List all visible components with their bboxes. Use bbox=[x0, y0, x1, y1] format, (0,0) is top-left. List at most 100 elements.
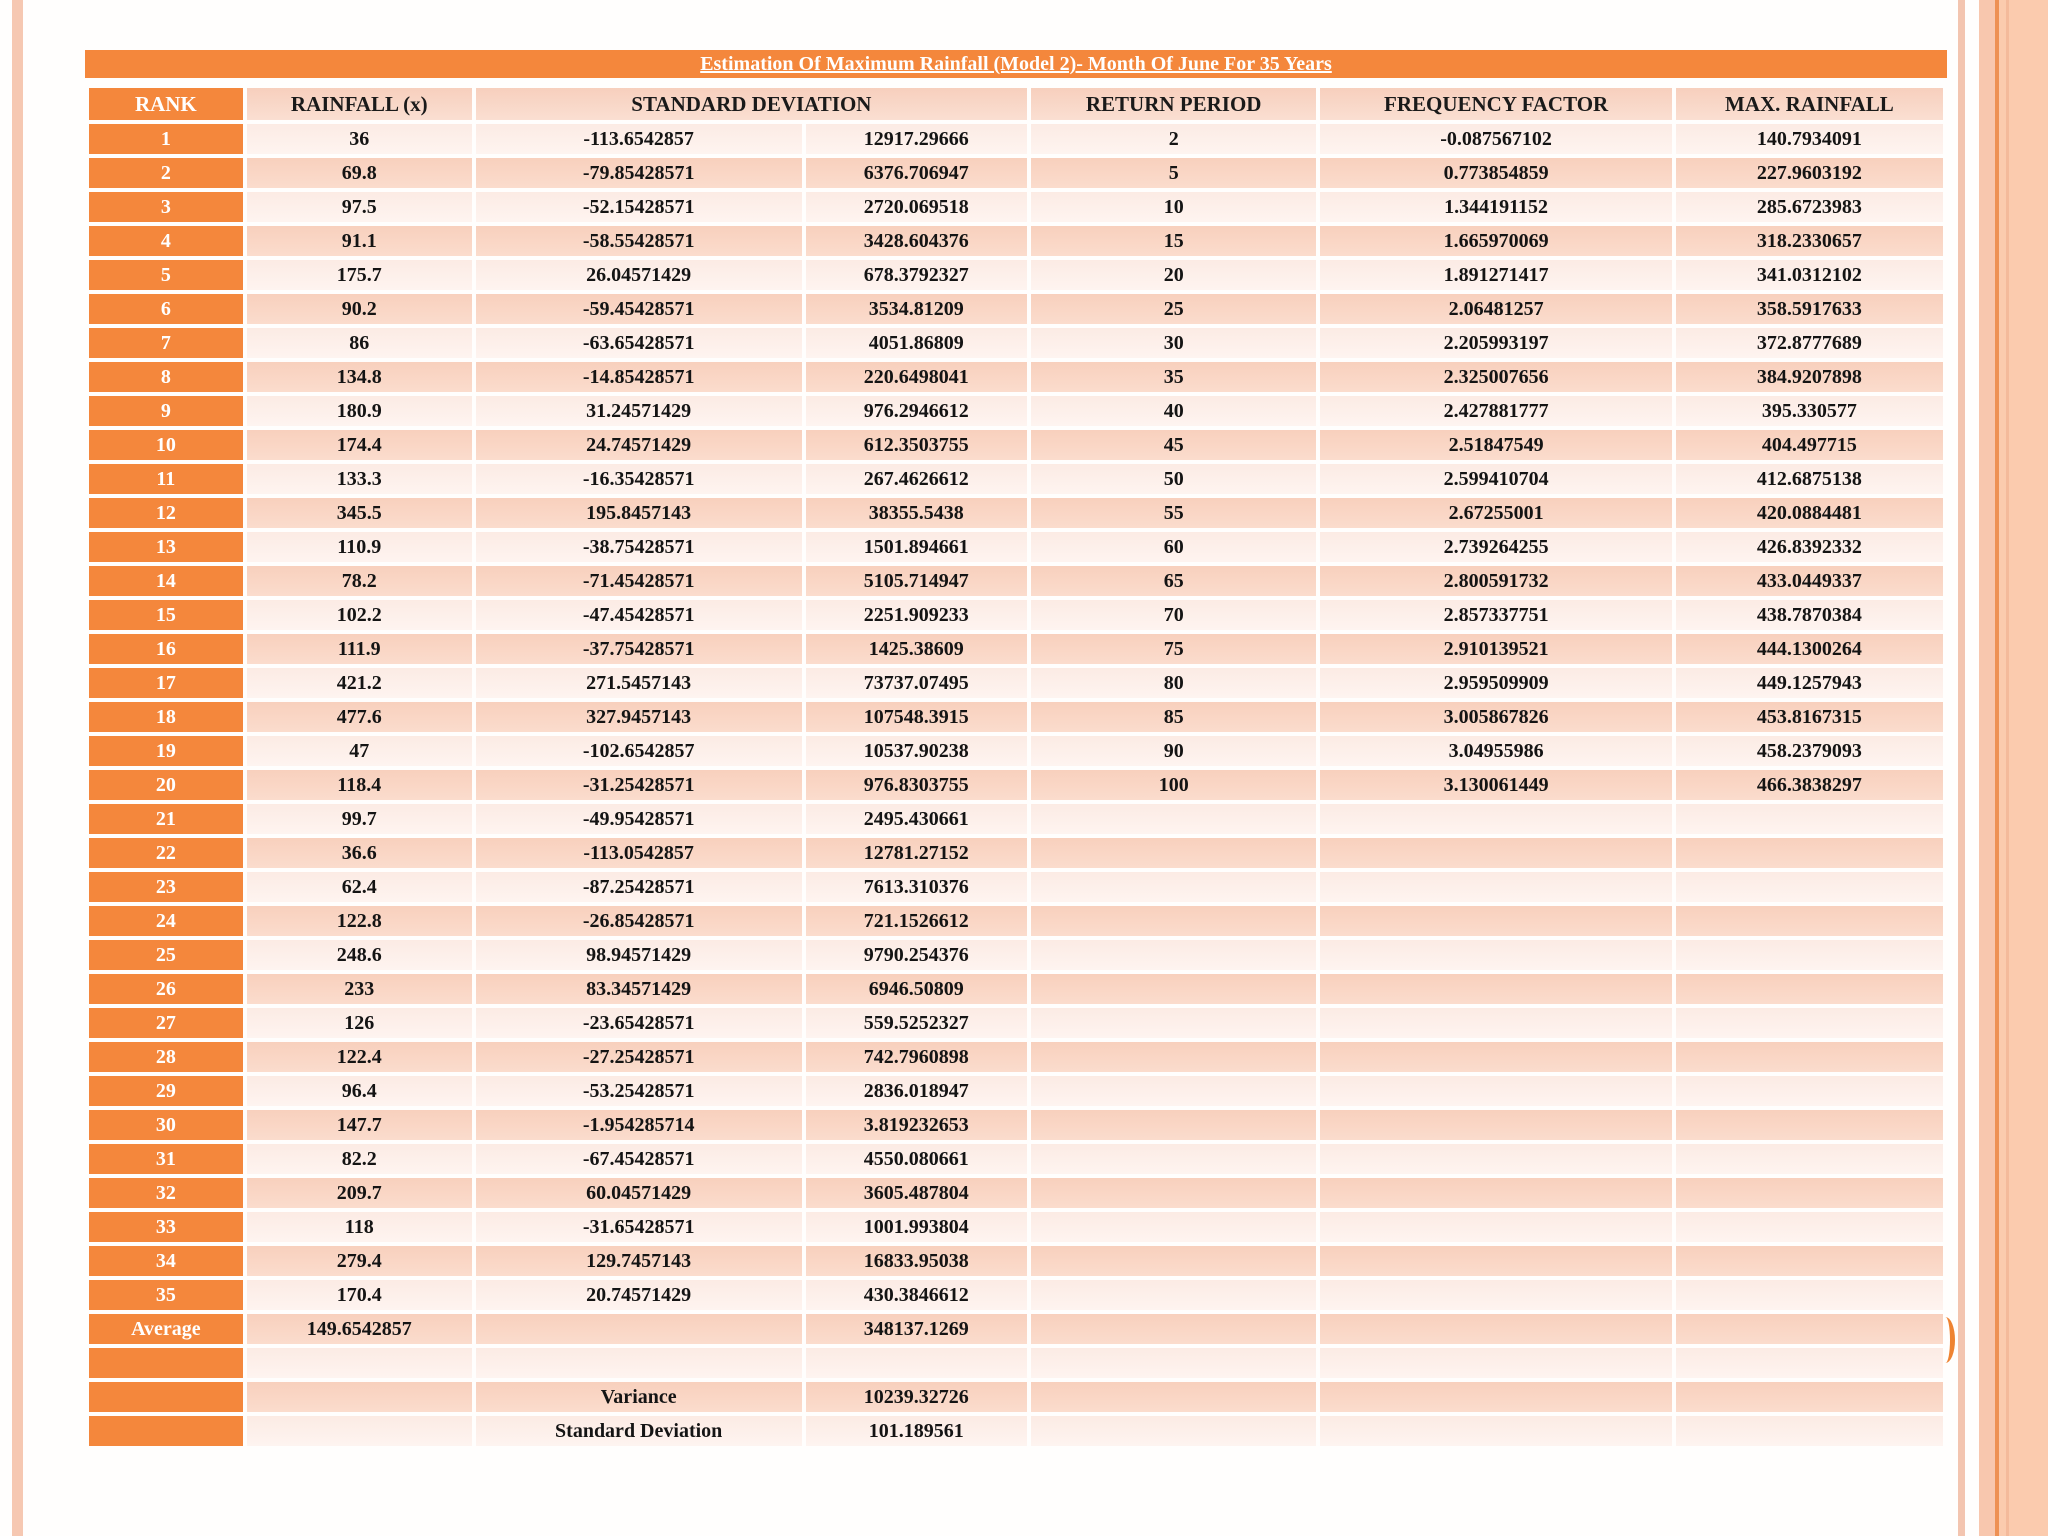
cell-frequency-factor: 2.427881777 bbox=[1320, 396, 1672, 426]
table-row: 17 421.2 271.5457143 73737.07495 80 2.9595099… bbox=[89, 668, 1943, 698]
cell-std-deviation: -58.55428571 bbox=[475, 226, 802, 256]
cell-frequency-factor: 2.599410704 bbox=[1320, 464, 1672, 494]
table-row: Standard Deviation 101.189561 bbox=[89, 1416, 1943, 1446]
header-rainfall: RAINFALL (x) bbox=[246, 88, 472, 120]
cell-std-deviation: 98.94571429 bbox=[475, 940, 802, 970]
cell-rank: 26 bbox=[89, 974, 243, 1004]
cell-rainfall: 47 bbox=[246, 736, 472, 766]
cell-std-deviation-squared: 612.3503755 bbox=[805, 430, 1027, 460]
cell-std-deviation-squared: 976.2946612 bbox=[805, 396, 1027, 426]
cell-std-deviation: -49.95428571 bbox=[475, 804, 802, 834]
cell-rainfall: 82.2 bbox=[246, 1144, 472, 1174]
cell-rank: 34 bbox=[89, 1246, 243, 1276]
right-border-stripe-inner bbox=[1979, 0, 1995, 1536]
table-row: 25 248.6 98.94571429 9790.254376 bbox=[89, 940, 1943, 970]
cell-return-period: 35 bbox=[1030, 362, 1317, 392]
cell-rainfall: 86 bbox=[246, 328, 472, 358]
cell-std-deviation: -27.25428571 bbox=[475, 1042, 802, 1072]
header-rank: RANK bbox=[89, 88, 243, 120]
cell-frequency-factor: 3.130061449 bbox=[1320, 770, 1672, 800]
cell-std-deviation: 83.34571429 bbox=[475, 974, 802, 1004]
cell-std-deviation: -53.25428571 bbox=[475, 1076, 802, 1106]
cell-std-deviation-squared: 742.7960898 bbox=[805, 1042, 1027, 1072]
cell-rank: 15 bbox=[89, 600, 243, 630]
cell-return-period: 30 bbox=[1030, 328, 1317, 358]
cell-frequency-factor: 2.800591732 bbox=[1320, 566, 1672, 596]
table-row: 7 86 -63.65428571 4051.86809 30 2.205993197 37… bbox=[89, 328, 1943, 358]
cell-std-deviation: -1.954285714 bbox=[475, 1110, 802, 1140]
cell-std-deviation: -16.35428571 bbox=[475, 464, 802, 494]
cell-std-deviation: -47.45428571 bbox=[475, 600, 802, 630]
cell-frequency-factor: 3.04955986 bbox=[1320, 736, 1672, 766]
table-row: 16 111.9 -37.75428571 1425.38609 75 2.9101395… bbox=[89, 634, 1943, 664]
cell-max-rainfall bbox=[1675, 1348, 1943, 1378]
cell-std-deviation-squared: 5105.714947 bbox=[805, 566, 1027, 596]
cell-rank: 27 bbox=[89, 1008, 243, 1038]
table-row: 26 233 83.34571429 6946.50809 bbox=[89, 974, 1943, 1004]
cell-frequency-factor: 2.325007656 bbox=[1320, 362, 1672, 392]
table-row: 14 78.2 -71.45428571 5105.714947 65 2.8005917… bbox=[89, 566, 1943, 596]
cell-frequency-factor bbox=[1320, 1042, 1672, 1072]
cell-rank: 3 bbox=[89, 192, 243, 222]
cell-rainfall: 97.5 bbox=[246, 192, 472, 222]
cell-rainfall: 69.8 bbox=[246, 158, 472, 188]
cell-max-rainfall bbox=[1675, 1212, 1943, 1242]
cell-std-deviation-squared: 12917.29666 bbox=[805, 124, 1027, 154]
cell-rank: 19 bbox=[89, 736, 243, 766]
table-row: 2 69.8 -79.85428571 6376.706947 5 0.773854859… bbox=[89, 158, 1943, 188]
cell-std-deviation: -113.0542857 bbox=[475, 838, 802, 868]
table-title: Estimation Of Maximum Rainfall (Model 2)… bbox=[85, 50, 1947, 78]
cell-std-deviation-squared: 721.1526612 bbox=[805, 906, 1027, 936]
cell-std-deviation-squared: 2720.069518 bbox=[805, 192, 1027, 222]
cell-max-rainfall: 395.330577 bbox=[1675, 396, 1943, 426]
cell-std-deviation: 129.7457143 bbox=[475, 1246, 802, 1276]
cell-std-deviation: Variance bbox=[475, 1382, 802, 1412]
cell-rank: 21 bbox=[89, 804, 243, 834]
cell-rainfall: 180.9 bbox=[246, 396, 472, 426]
cell-std-deviation-squared: 9790.254376 bbox=[805, 940, 1027, 970]
cell-max-rainfall bbox=[1675, 838, 1943, 868]
table-row: 13 110.9 -38.75428571 1501.894661 60 2.739264… bbox=[89, 532, 1943, 562]
cell-rank bbox=[89, 1416, 243, 1446]
cell-frequency-factor: 1.344191152 bbox=[1320, 192, 1672, 222]
cell-std-deviation bbox=[475, 1314, 802, 1344]
cell-std-deviation: -71.45428571 bbox=[475, 566, 802, 596]
cell-rank: 10 bbox=[89, 430, 243, 460]
table-row: 23 62.4 -87.25428571 7613.310376 bbox=[89, 872, 1943, 902]
table-row: Average 149.6542857 348137.1269 bbox=[89, 1314, 1943, 1344]
cell-max-rainfall bbox=[1675, 1246, 1943, 1276]
cell-std-deviation: -31.25428571 bbox=[475, 770, 802, 800]
cell-rank: 8 bbox=[89, 362, 243, 392]
cell-rank: 28 bbox=[89, 1042, 243, 1072]
cell-max-rainfall bbox=[1675, 1280, 1943, 1310]
table-row: 32 209.7 60.04571429 3605.487804 bbox=[89, 1178, 1943, 1208]
cell-return-period: 5 bbox=[1030, 158, 1317, 188]
cell-return-period: 20 bbox=[1030, 260, 1317, 290]
cell-std-deviation-squared: 101.189561 bbox=[805, 1416, 1027, 1446]
cell-rainfall: 102.2 bbox=[246, 600, 472, 630]
header-return-period: RETURN PERIOD bbox=[1030, 88, 1317, 120]
cell-rainfall: 345.5 bbox=[246, 498, 472, 528]
cell-max-rainfall: 318.2330657 bbox=[1675, 226, 1943, 256]
cell-max-rainfall: 372.8777689 bbox=[1675, 328, 1943, 358]
cell-std-deviation-squared: 430.3846612 bbox=[805, 1280, 1027, 1310]
table-row: 29 96.4 -53.25428571 2836.018947 bbox=[89, 1076, 1943, 1106]
cell-frequency-factor: 2.67255001 bbox=[1320, 498, 1672, 528]
cell-return-period bbox=[1030, 1144, 1317, 1174]
cell-frequency-factor: 1.891271417 bbox=[1320, 260, 1672, 290]
cell-std-deviation: 327.9457143 bbox=[475, 702, 802, 732]
cell-std-deviation: -102.6542857 bbox=[475, 736, 802, 766]
table-row: 35 170.4 20.74571429 430.3846612 bbox=[89, 1280, 1943, 1310]
cell-return-period: 60 bbox=[1030, 532, 1317, 562]
cell-std-deviation-squared: 16833.95038 bbox=[805, 1246, 1027, 1276]
cell-rainfall: 147.7 bbox=[246, 1110, 472, 1140]
cell-frequency-factor bbox=[1320, 872, 1672, 902]
cell-max-rainfall: 433.0449337 bbox=[1675, 566, 1943, 596]
table-row: 15 102.2 -47.45428571 2251.909233 70 2.857337… bbox=[89, 600, 1943, 630]
cell-rainfall: 91.1 bbox=[246, 226, 472, 256]
cell-rank: 1 bbox=[89, 124, 243, 154]
cell-return-period: 50 bbox=[1030, 464, 1317, 494]
cell-frequency-factor: 2.959509909 bbox=[1320, 668, 1672, 698]
cell-std-deviation-squared: 3.819232653 bbox=[805, 1110, 1027, 1140]
cell-max-rainfall bbox=[1675, 974, 1943, 1004]
